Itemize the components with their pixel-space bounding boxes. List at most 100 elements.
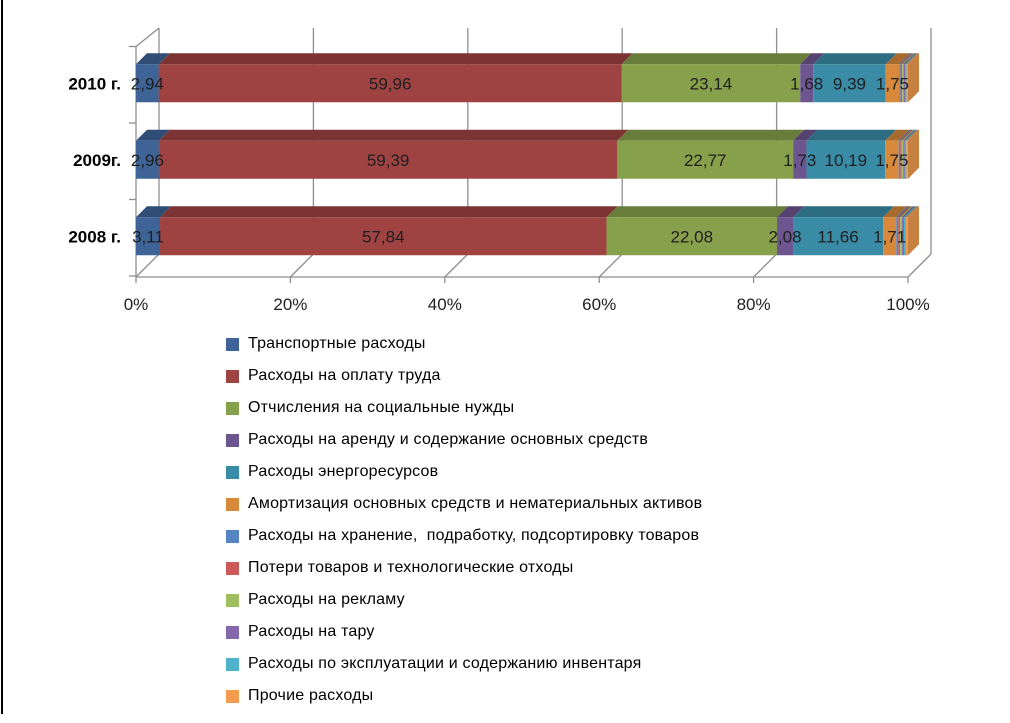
bar-segment [606,217,777,256]
bar-segment [906,64,908,103]
legend-swatch-icon [226,529,239,543]
bar-segment [158,64,622,103]
bar-segment [905,64,907,103]
bar-segment-top [903,206,917,218]
legend-item: Расходы на тару [226,616,846,648]
legend-item: Амортизация основных средств и нематериа… [226,488,846,520]
bar-segment [902,217,904,256]
value-label: 2,08 [768,227,801,246]
bar-segment [899,64,901,103]
floor-diagonal [135,253,160,278]
floor-diagonal [598,253,623,278]
page-left-border [1,0,3,714]
bar-segment-top [899,53,912,65]
value-label: 1,75 [876,74,909,93]
legend-item: Прочие расходы [226,680,846,712]
bar-row [136,53,919,103]
legend-item: Расходы на оплату труда [226,360,846,392]
category-label: 2008 г. [68,227,121,246]
legend-item: Транспортные расходы [226,328,846,360]
legend-label: Потери товаров и технологические отходы [248,559,574,576]
bar-segment [136,217,161,256]
bar-segment-top [617,129,805,141]
bar-segment-top [900,53,914,65]
x-tick-label: 80% [737,295,771,314]
legend-item: Расходы на рекламу [226,584,846,616]
stacked-bar-chart: 2,94 59,96 23,14 1,68 9,39 1,75 2,96 59,39 22,77… [68,27,932,314]
value-label: 10,19 [825,151,868,170]
value-label: 22,77 [684,151,727,170]
bar-segment-top [900,129,913,141]
legend-swatch-icon [226,497,239,511]
legend-label: Расходы на аренду и содержание основных … [248,431,649,448]
legend-label: Транспортные расходы [248,335,426,352]
bar-segment-top [903,129,916,141]
legend-label: Амортизация основных средств и нематериа… [248,495,703,512]
bar-segment-top [883,206,908,218]
bar-segment-top [806,129,897,141]
legend-label: Расходы на оплату труда [248,367,441,384]
bar-segment-top [813,53,897,65]
value-label: 11,66 [817,227,858,246]
bar-segment [160,217,607,256]
legend-swatch-icon [226,465,239,479]
bar-segment-top [885,129,910,141]
bar-row [136,206,919,256]
x-tick-label: 20% [273,295,307,314]
bar-end-cap [908,129,919,179]
bar-segment [905,217,908,256]
bar-segment [903,140,905,179]
bar-segment [901,140,904,179]
legend-swatch-icon [226,689,239,703]
legend-swatch-icon [226,561,239,575]
bar-segment [793,217,884,256]
x-tick-label: 40% [428,295,462,314]
bar-segment-top [800,53,825,65]
floor-diagonal [289,253,314,278]
value-label: 1,73 [783,151,816,170]
value-label: 22,08 [670,227,713,246]
legend-swatch-icon [226,593,239,607]
floor-diagonal [444,253,469,278]
bar-segment-top [160,206,618,218]
legend-label: Прочие расходы [248,687,374,704]
bar-segment [885,64,900,103]
value-label: 1,68 [790,74,823,93]
bar-segment [900,64,903,103]
bar-segment-top [902,53,915,65]
wall-top-diagonal [135,27,160,48]
floor-diagonal [907,253,932,278]
bar-segment [896,217,899,256]
bar-segment-top [793,129,818,141]
legend-label: Расходы по эксплуатации и содержанию инв… [248,655,642,672]
value-label: 59,96 [369,74,412,93]
bar-segment-top [885,53,911,65]
bar-segment-top [158,129,629,141]
bar-segment-top [903,53,917,65]
bar-segment [136,140,159,179]
bar-segment-top [136,129,170,141]
legend-swatch-icon [226,657,239,671]
bar-segment-top [896,206,910,218]
x-tick-label: 60% [582,295,616,314]
value-label: 2,96 [131,151,164,170]
bar-segment-top [905,53,918,65]
legend-item: Расходы на аренду и содержание основных … [226,424,846,456]
bar-row [136,129,919,179]
bar-segment-top [900,206,914,218]
bar-segment-top [776,206,805,218]
bar-segment [902,64,904,103]
bar-segment-top [136,206,172,218]
bar-segment-top [906,53,919,65]
legend-label: Расходы на тару [248,623,375,640]
bar-segment [883,217,897,256]
bar-segment-top [904,129,918,141]
bars [136,53,919,256]
value-label: 9,39 [833,74,866,93]
bar-segment [885,140,899,179]
value-label: 2,94 [131,74,164,93]
value-label: 1,75 [875,151,908,170]
bar-segment-top [905,206,919,218]
chart-legend: Транспортные расходы Расходы на оплату тр… [226,328,846,712]
